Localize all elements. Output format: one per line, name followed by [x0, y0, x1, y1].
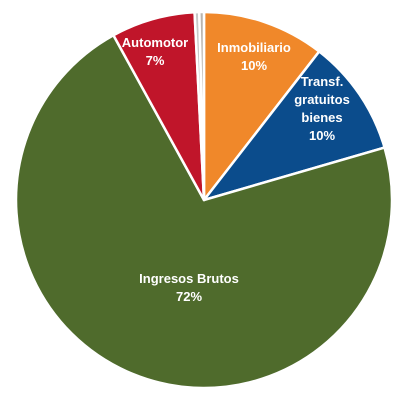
pie-slice [14, 34, 394, 390]
slice-label: Inmobiliario 10% [217, 40, 291, 73]
pie-slice [202, 50, 386, 202]
pie-slice [198, 10, 206, 202]
pie-labels: Inmobiliario 10%Transf. gratuitos bienes 10%… [122, 35, 350, 304]
slice-label: Ingresos Brutos 72% [139, 271, 239, 304]
slice-label: Transf. gratuitos bienes 10% [294, 74, 350, 143]
pie-slices [14, 10, 394, 390]
slice-label: Automotor 7% [122, 35, 188, 68]
pie-slice [202, 10, 321, 202]
